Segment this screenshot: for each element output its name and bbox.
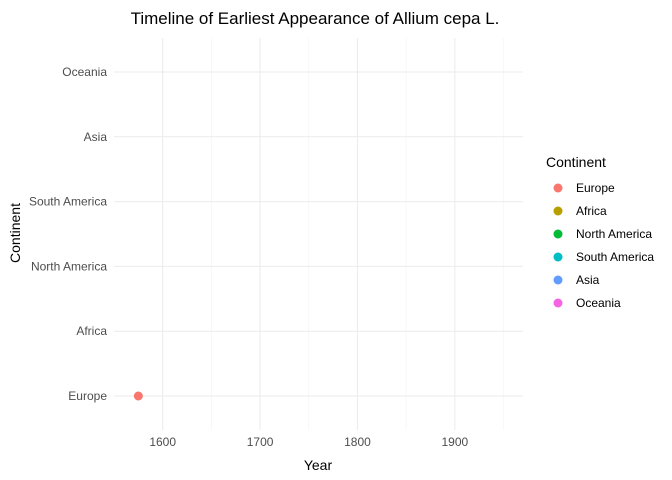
y-tick-label: Africa [76, 324, 107, 338]
legend-key [553, 229, 563, 239]
legend-title: Continent [546, 154, 606, 170]
legend: Continent Europe Africa North America South… [546, 154, 654, 310]
x-tick-labels: 1600 1700 1800 1900 [149, 435, 468, 449]
legend-key [553, 298, 563, 308]
data-point [133, 391, 143, 401]
legend-key [553, 252, 563, 262]
legend-key [553, 183, 563, 193]
legend-key [553, 275, 563, 285]
grid-lines [114, 38, 523, 430]
legend-label: Asia [576, 273, 600, 287]
legend-key [553, 206, 563, 216]
x-tick-label: 1700 [247, 435, 274, 449]
y-tick-label: Europe [68, 389, 107, 403]
y-tick-labels: Europe Africa North America South America As… [29, 65, 107, 403]
y-tick-label: Asia [84, 130, 108, 144]
legend-label: Oceania [576, 296, 621, 310]
x-axis-title: Year [304, 457, 333, 473]
y-tick-label: Oceania [62, 65, 107, 79]
legend-label: South America [576, 250, 654, 264]
legend-label: North America [576, 227, 652, 241]
y-tick-label: South America [29, 195, 107, 209]
x-tick-label: 1900 [441, 435, 468, 449]
x-tick-label: 1800 [344, 435, 371, 449]
chart-title: Timeline of Earliest Appearance of Alliu… [131, 9, 500, 28]
y-tick-label: North America [31, 259, 107, 273]
data-points [133, 391, 143, 401]
legend-label: Europe [576, 181, 615, 195]
x-tick-label: 1600 [149, 435, 176, 449]
legend-label: Africa [576, 204, 607, 218]
y-axis-title: Continent [7, 203, 23, 263]
